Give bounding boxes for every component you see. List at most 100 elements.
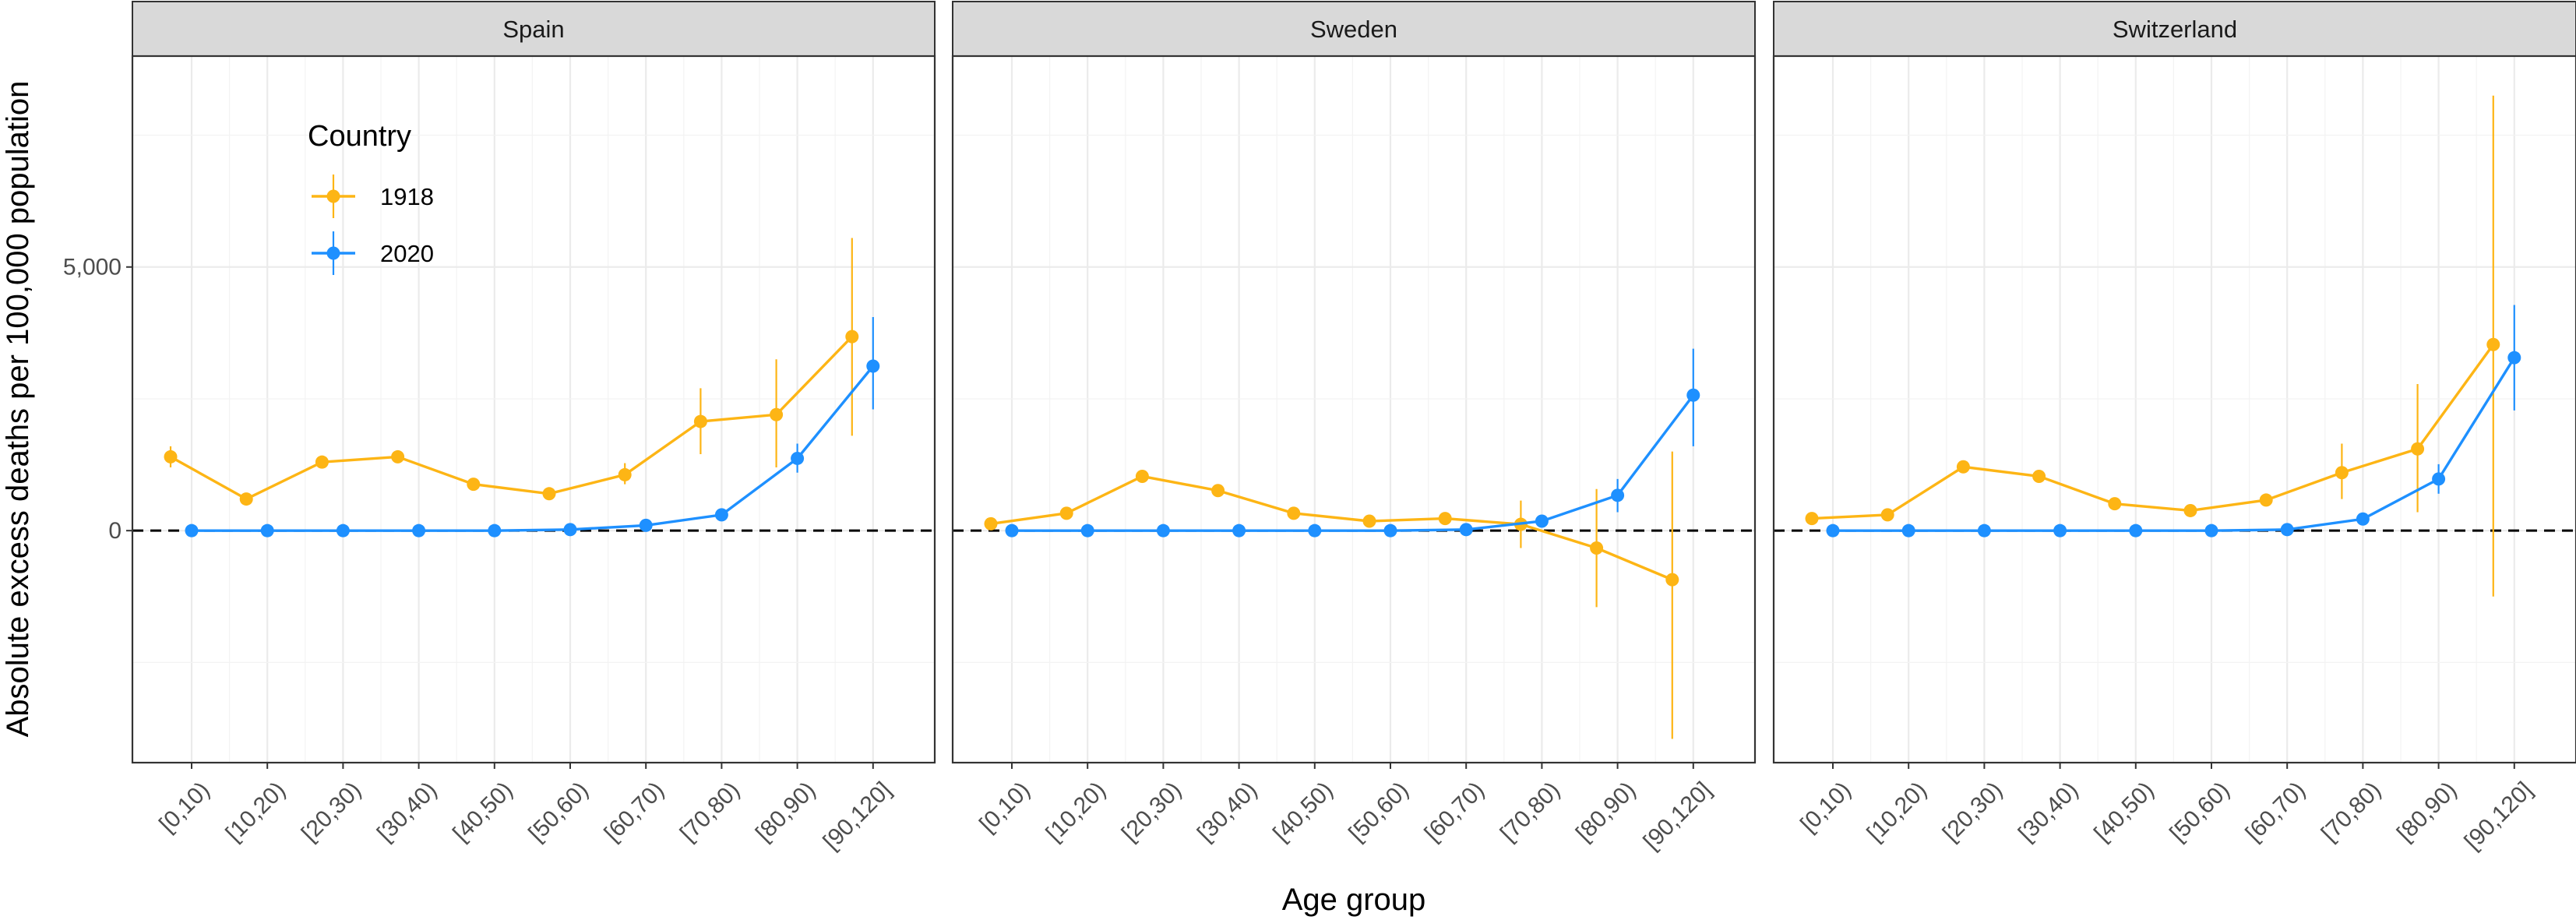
legend-key-point xyxy=(326,189,340,203)
data-point xyxy=(1287,506,1301,520)
series-layer xyxy=(164,95,2521,739)
data-point xyxy=(2129,523,2143,538)
data-point xyxy=(467,478,481,492)
legend-key-point xyxy=(326,246,340,260)
x-tick-label: [50,60) xyxy=(523,777,593,846)
x-tick-label: [20,30) xyxy=(1117,777,1186,846)
x-tick-label: [60,70) xyxy=(1420,777,1489,846)
data-point xyxy=(1977,523,1991,538)
x-tick-label: [10,20) xyxy=(221,777,291,846)
data-point xyxy=(2411,442,2425,456)
data-point xyxy=(260,523,274,538)
data-point xyxy=(1590,541,1604,555)
series-2020-spain xyxy=(185,317,880,538)
data-point xyxy=(2204,523,2218,538)
data-point xyxy=(1005,523,1019,538)
facet-strip xyxy=(1773,1,2576,57)
series-line xyxy=(170,335,854,501)
x-tick-label: [30,40) xyxy=(372,777,442,846)
facet-label: Spain xyxy=(502,16,564,43)
data-point xyxy=(1459,523,1473,537)
legend-label-2020: 2020 xyxy=(380,240,434,267)
data-point xyxy=(1438,512,1452,526)
x-tick-label: [10,20) xyxy=(1041,777,1111,846)
data-point xyxy=(1232,523,1246,538)
x-tick-label: [70,80) xyxy=(1496,777,1565,846)
x-axis-title: Age group xyxy=(1282,883,1426,917)
panel-border xyxy=(131,55,936,764)
data-point xyxy=(391,449,405,464)
data-point xyxy=(1362,514,1376,528)
data-point xyxy=(1383,523,1397,538)
x-tick-label: [30,40) xyxy=(2014,777,2083,846)
data-point xyxy=(1211,484,1225,498)
x-tick-label: [40,50) xyxy=(2089,777,2158,846)
data-point xyxy=(1080,523,1094,538)
panel-border xyxy=(1772,55,2576,764)
series-1918-spain xyxy=(164,238,859,506)
data-point xyxy=(984,516,998,530)
legend: Country 1918 2020 xyxy=(308,120,434,275)
data-point xyxy=(2032,469,2046,483)
data-point xyxy=(412,523,426,538)
data-point xyxy=(239,492,253,506)
y-axis-title: Absolute excess deaths per 100,000 popul… xyxy=(1,81,35,738)
data-point xyxy=(770,407,784,421)
data-point xyxy=(336,523,350,538)
x-tick-label: [20,30) xyxy=(1938,777,2007,846)
x-tick-label: [60,70) xyxy=(600,777,669,846)
data-point xyxy=(542,487,556,501)
x-tick-label: [90,120] xyxy=(1639,777,1717,855)
x-tick-label: [0,10) xyxy=(154,777,215,837)
x-tick-label: [20,30) xyxy=(297,777,366,846)
panel-background-sweden xyxy=(953,56,1755,763)
data-point xyxy=(1956,460,1970,474)
x-tick-label: [80,90) xyxy=(2392,777,2461,846)
data-point xyxy=(1308,523,1322,538)
x-tick-label: [40,50) xyxy=(1268,777,1337,846)
data-point xyxy=(185,523,199,538)
x-tick-label: [0,10) xyxy=(1795,777,1856,837)
data-point xyxy=(1880,508,1894,522)
x-tick-label: [10,20) xyxy=(1862,777,1932,846)
data-point xyxy=(2356,512,2370,526)
data-point xyxy=(693,414,707,428)
data-point xyxy=(714,508,728,522)
facet-label: Switzerland xyxy=(2113,16,2237,43)
panel-background-switzerland xyxy=(1774,56,2576,763)
legend-title: Country xyxy=(308,120,411,153)
x-tick-label: [60,70) xyxy=(2241,777,2310,846)
data-point xyxy=(2507,351,2521,365)
x-tick-label: [70,80) xyxy=(675,777,745,846)
series-line xyxy=(1012,394,1695,532)
data-point xyxy=(2280,523,2294,537)
panel-border xyxy=(951,55,1757,764)
data-point xyxy=(2486,337,2500,351)
x-tick-label: [30,40) xyxy=(1193,777,1262,846)
data-point xyxy=(315,455,329,469)
x-tick-label: [80,90) xyxy=(751,777,820,846)
series-2020-sweden xyxy=(1005,348,1700,538)
panel-frames: Spain Sweden Switzerland xyxy=(131,1,2576,764)
data-point xyxy=(1826,523,1840,538)
data-point xyxy=(2053,523,2067,538)
data-point xyxy=(639,518,653,532)
data-point xyxy=(164,449,178,464)
data-point xyxy=(1805,512,1819,526)
data-point xyxy=(791,451,805,465)
grid-layer xyxy=(132,56,2576,763)
data-point xyxy=(618,467,632,481)
data-point xyxy=(1156,523,1170,538)
data-point xyxy=(1059,506,1073,520)
facet-strip xyxy=(132,1,936,57)
series-line xyxy=(990,474,1673,581)
series-line xyxy=(1811,344,2495,520)
y-tick-label: 0 xyxy=(108,518,122,544)
series-2020-switzerland xyxy=(1826,305,2521,538)
x-tick-label: [90,120] xyxy=(2460,777,2538,855)
data-point xyxy=(2108,497,2122,511)
panel-background-spain xyxy=(132,56,935,763)
data-point xyxy=(563,523,577,537)
legend-label-1918: 1918 xyxy=(380,183,434,210)
